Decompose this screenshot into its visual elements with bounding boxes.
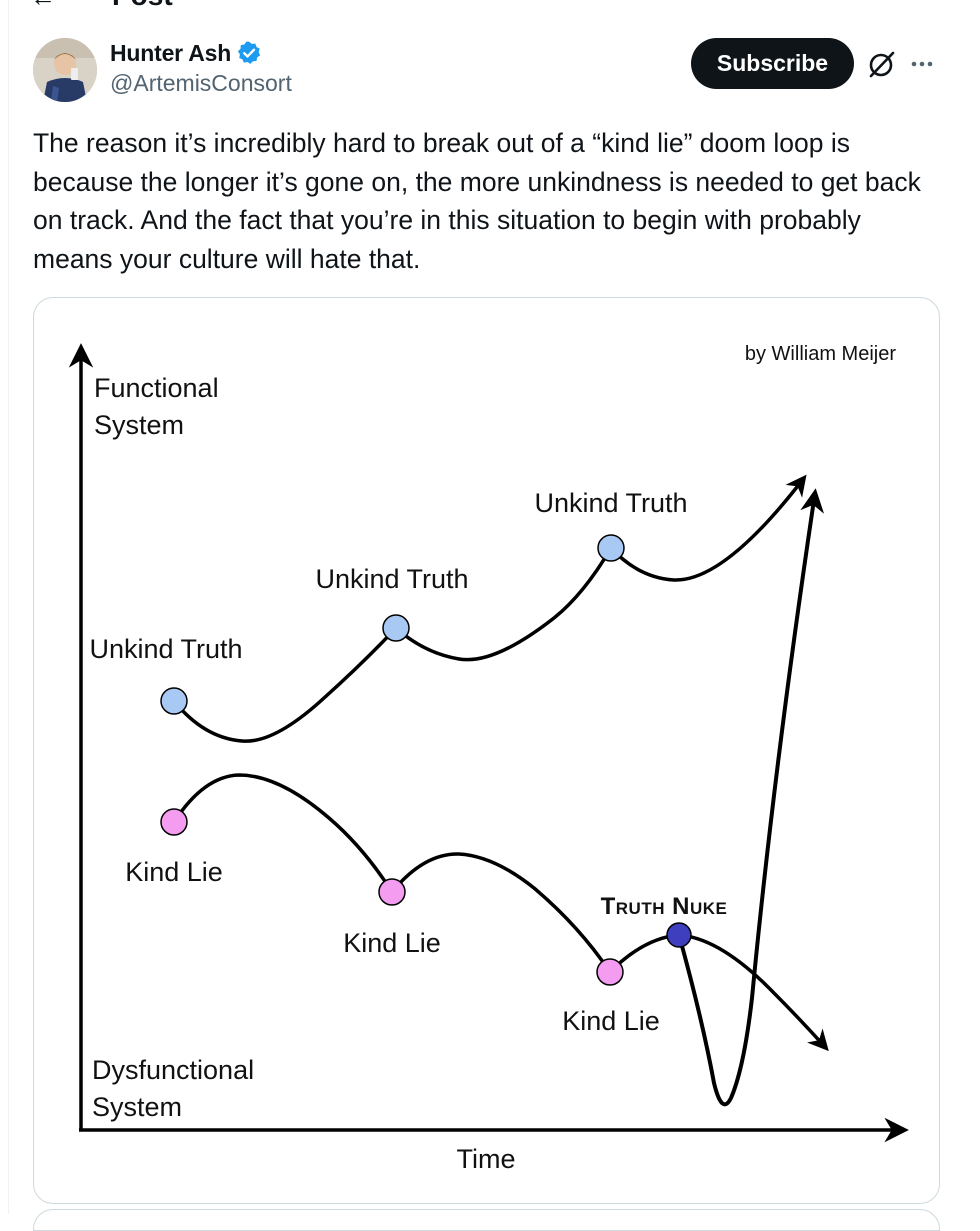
top-nav-strip: ← Post — [0, 0, 980, 8]
truth-label: Unkind Truth — [89, 634, 242, 664]
page-title: Post — [112, 0, 173, 8]
y-axis-bottom-label: Dysfunctional — [92, 1055, 254, 1085]
author-name[interactable]: Hunter Ash — [110, 39, 232, 66]
more-options-icon[interactable] — [908, 50, 936, 78]
truth-path — [172, 474, 807, 743]
lie-dot — [596, 958, 624, 986]
truth-dot — [382, 614, 410, 642]
grok-icon[interactable] — [866, 48, 898, 80]
subscribe-button[interactable]: Subscribe — [691, 38, 854, 89]
lie-label: Kind Lie — [125, 857, 223, 887]
back-arrow-icon[interactable]: ← — [30, 0, 56, 8]
lie-dot — [378, 878, 406, 906]
diagram-credit: by William Meijer — [745, 343, 896, 365]
truth-label: Unkind Truth — [315, 564, 468, 594]
author-handle[interactable]: @ArtemisConsort — [110, 70, 292, 96]
truth-nuke-path — [677, 488, 825, 1107]
avatar[interactable] — [33, 38, 97, 102]
lie-label: Kind Lie — [343, 928, 441, 958]
diagram: by William Meijer Functional System Dysf… — [68, 343, 909, 1174]
truth-nuke-label: Truth Nuke — [601, 893, 728, 920]
y-axis-top-label: Functional — [94, 373, 219, 403]
truth-nuke-dot — [666, 922, 692, 948]
column-divider — [8, 0, 9, 1214]
lie-path — [172, 773, 829, 1052]
verified-badge-icon — [236, 40, 262, 66]
x-axis-label: Time — [457, 1144, 516, 1174]
truth-label: Unkind Truth — [534, 488, 687, 518]
lie-label: Kind Lie — [562, 1006, 660, 1036]
lie-dot — [160, 808, 188, 836]
truth-dot — [597, 534, 625, 562]
truth-dot — [160, 687, 188, 715]
media-image[interactable]: by William Meijer Functional System Dysf… — [33, 297, 940, 1204]
y-axis-top-label-2: System — [94, 410, 184, 440]
author-name-row[interactable]: Hunter Ash — [110, 38, 262, 68]
tweet-text: The reason it’s incredibly hard to break… — [33, 128, 921, 274]
next-card-edge — [33, 1209, 940, 1231]
y-axis-bottom-label-2: System — [92, 1092, 182, 1122]
